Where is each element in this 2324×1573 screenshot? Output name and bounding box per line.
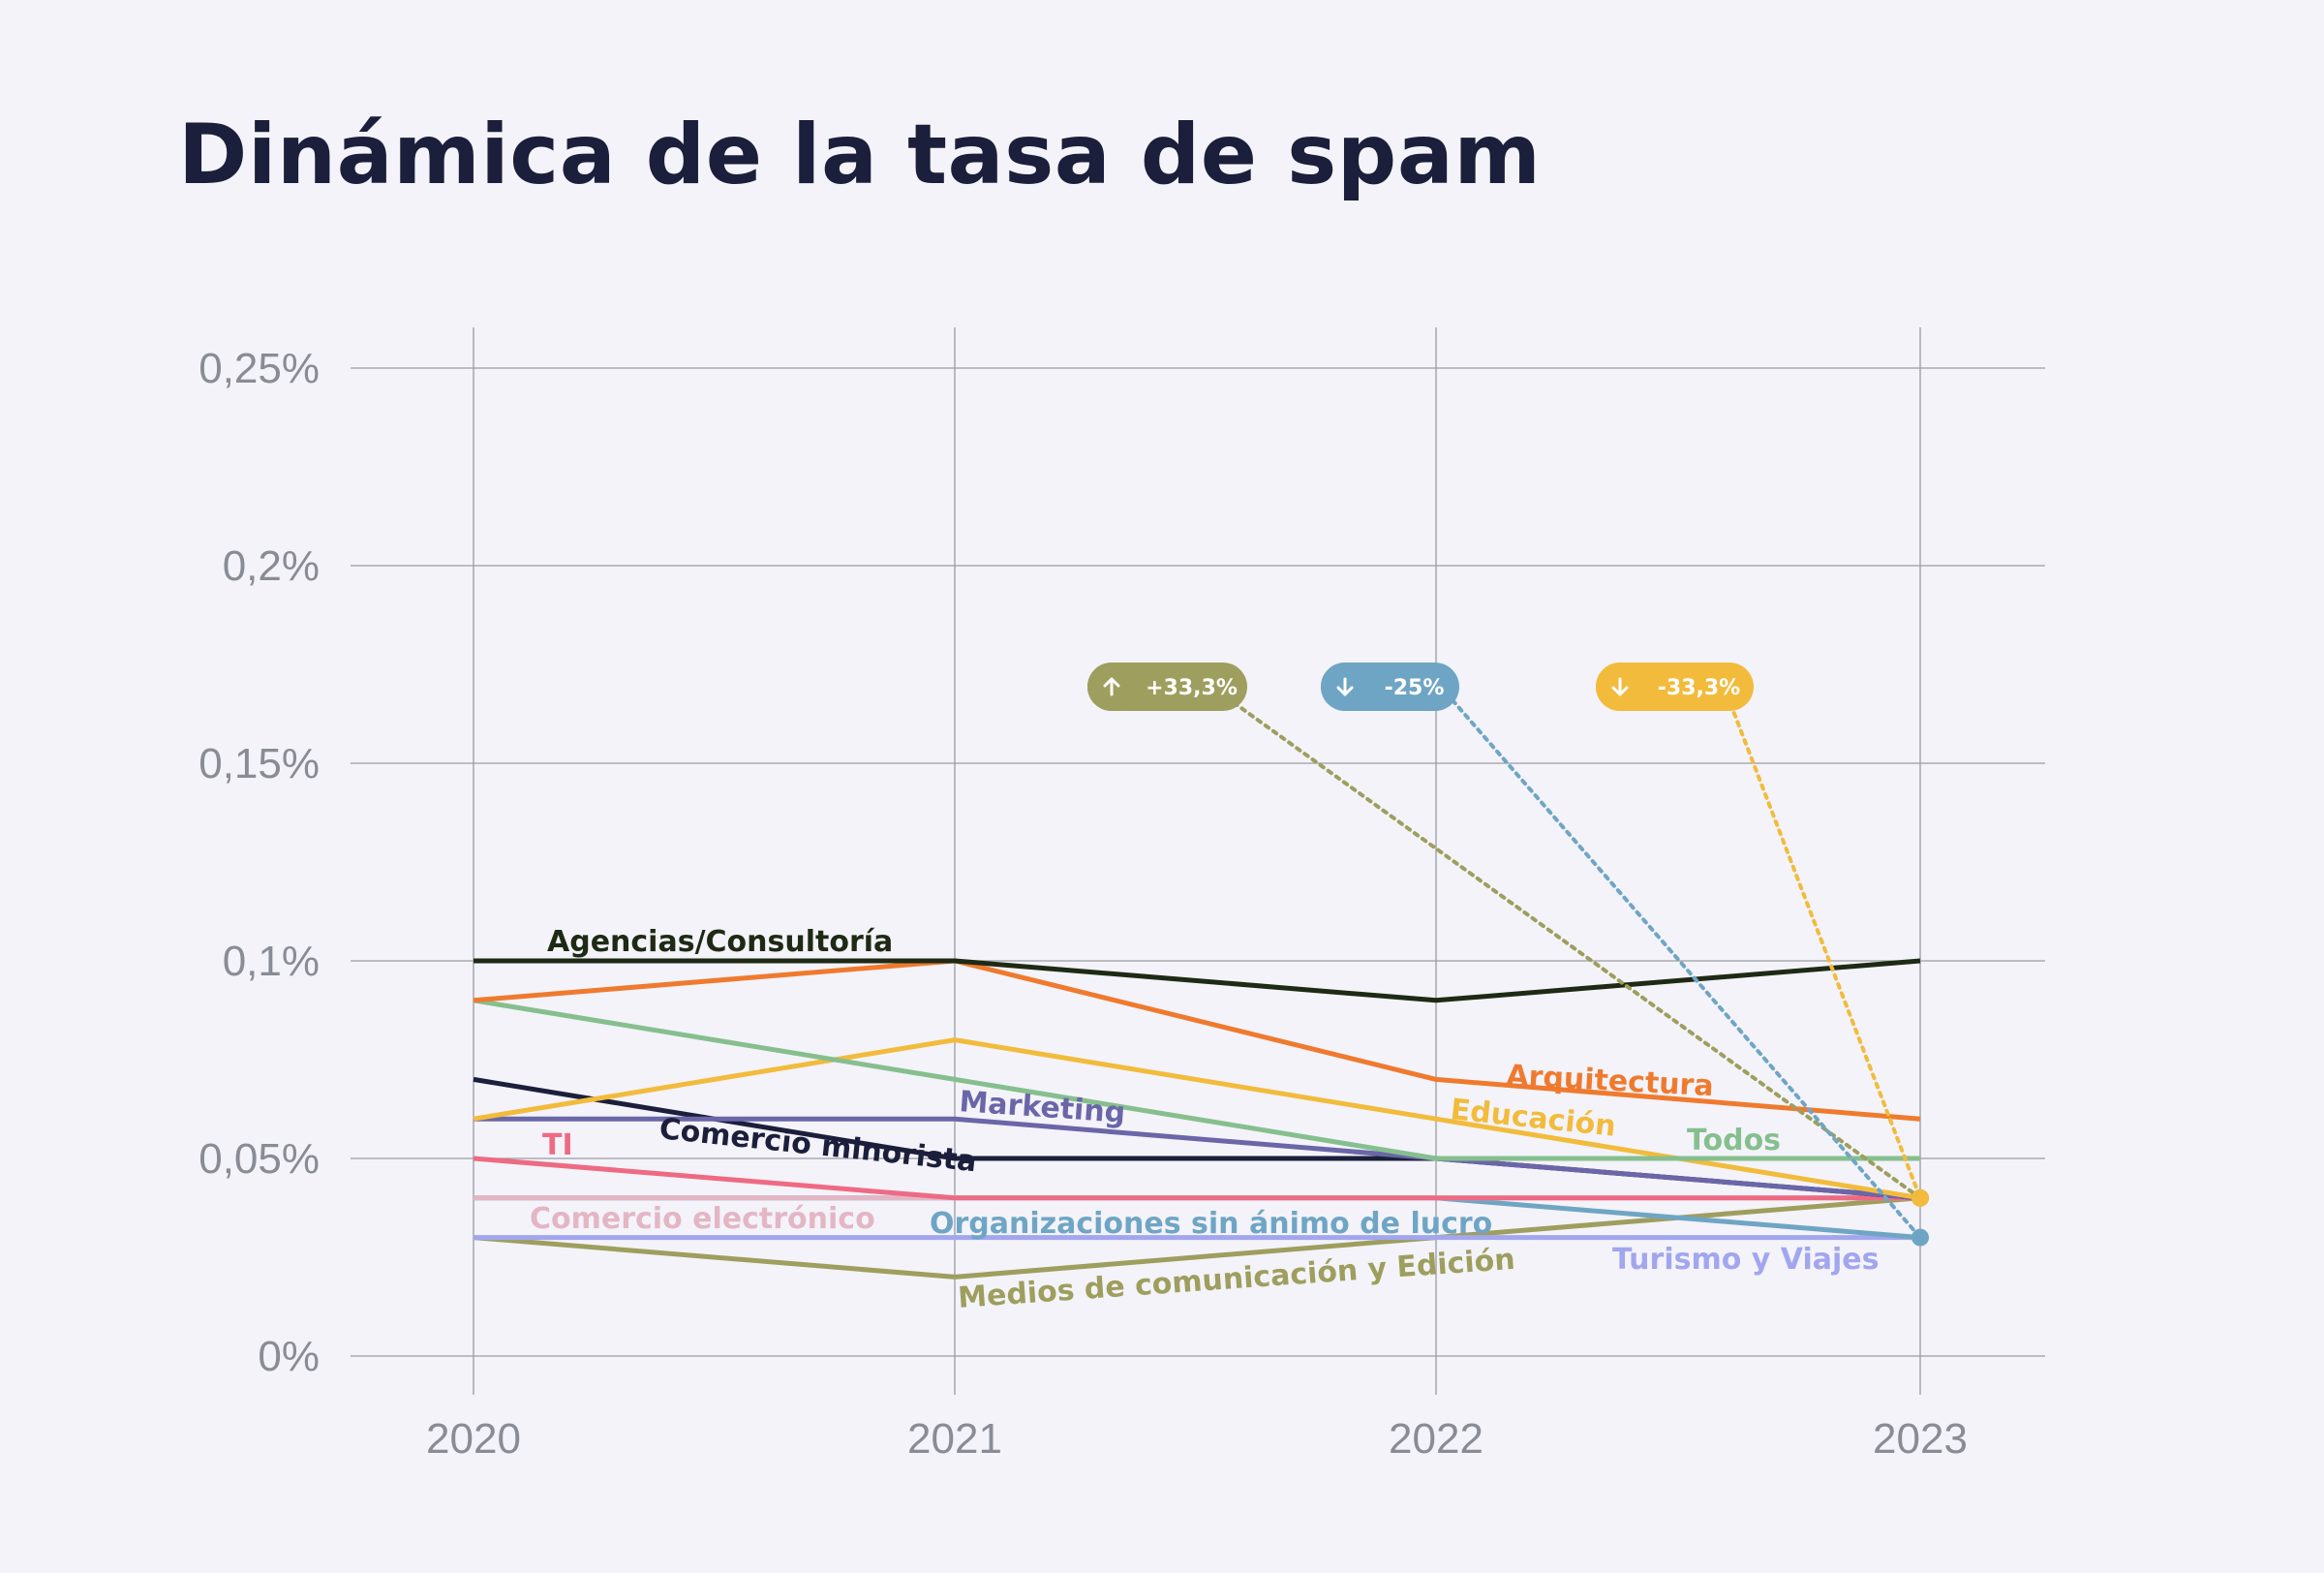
series-line-ti: [473, 1156, 1920, 1201]
series-label-comercio-minorista: Comercio minorista: [657, 1112, 978, 1179]
x-tick-label: 2021: [907, 1415, 1002, 1463]
series-label-arquitectura: Arquitectura: [1506, 1059, 1715, 1103]
series-label-turismo-y-viajes: Turismo y Viajes: [1612, 1243, 1879, 1277]
arrow-up-icon: [1103, 677, 1120, 696]
annotation-badge: +33,3%: [1087, 663, 1247, 711]
y-tick-label: 0,25%: [199, 345, 320, 392]
x-tick-label: 2023: [1873, 1415, 1968, 1463]
annotation-badge: -33,3%: [1596, 663, 1754, 711]
y-tick-label: 0,2%: [223, 542, 320, 590]
series-line-agencias-consultoria: [474, 958, 1921, 1003]
annotation-leaders: [1208, 684, 1929, 1247]
annotation-badges: +33,3% -25% -33,3%: [1087, 663, 1754, 711]
y-tick-label: 0,1%: [223, 938, 320, 985]
x-axis-ticks: 2020 2021 2022 2023: [426, 1415, 1968, 1463]
series-line-marketing: [474, 1116, 1921, 1201]
annotation-leader-33-3: [1722, 684, 1922, 1200]
chart-title: Dinámica de la tasa de spam: [178, 107, 1542, 203]
series-end-marker: [1911, 1228, 1929, 1247]
y-tick-label: 0,05%: [199, 1135, 320, 1183]
series-line-arquitectura: [473, 958, 1921, 1122]
y-tick-label: 0,15%: [199, 740, 320, 787]
annotation-badge-text: -33,3%: [1658, 676, 1740, 700]
arrow-down-icon: [1336, 677, 1354, 696]
annotation-leader-25: [1438, 684, 1922, 1240]
series-line-todos: [473, 998, 1920, 1161]
y-axis-ticks: 0% 0,05% 0,1% 0,15% 0,2% 0,25%: [199, 345, 320, 1380]
series-label-agencias-consultoria: Agencias/Consultoría: [547, 925, 893, 959]
series-label-ti: TI: [542, 1128, 573, 1162]
x-tick-label: 2022: [1389, 1415, 1483, 1463]
x-tick-label: 2020: [426, 1415, 521, 1463]
series-end-marker: [1911, 1188, 1929, 1207]
annotation-badge: -25%: [1321, 663, 1459, 711]
series-label-organizaciones-sin-animo-de-lucro: Organizaciones sin ánimo de lucro: [930, 1207, 1492, 1241]
series-label-comercio-electronico: Comercio electrónico: [530, 1202, 875, 1236]
series-lines: [473, 958, 1921, 1280]
annotation-leader-33-3: [1208, 684, 1922, 1200]
y-tick-label: 0%: [258, 1333, 320, 1380]
annotation-badge-text: -25%: [1385, 676, 1445, 700]
series-label-todos: Todos: [1687, 1124, 1781, 1157]
annotation-badge-text: +33,3%: [1146, 676, 1238, 700]
arrow-down-icon: [1611, 677, 1629, 696]
